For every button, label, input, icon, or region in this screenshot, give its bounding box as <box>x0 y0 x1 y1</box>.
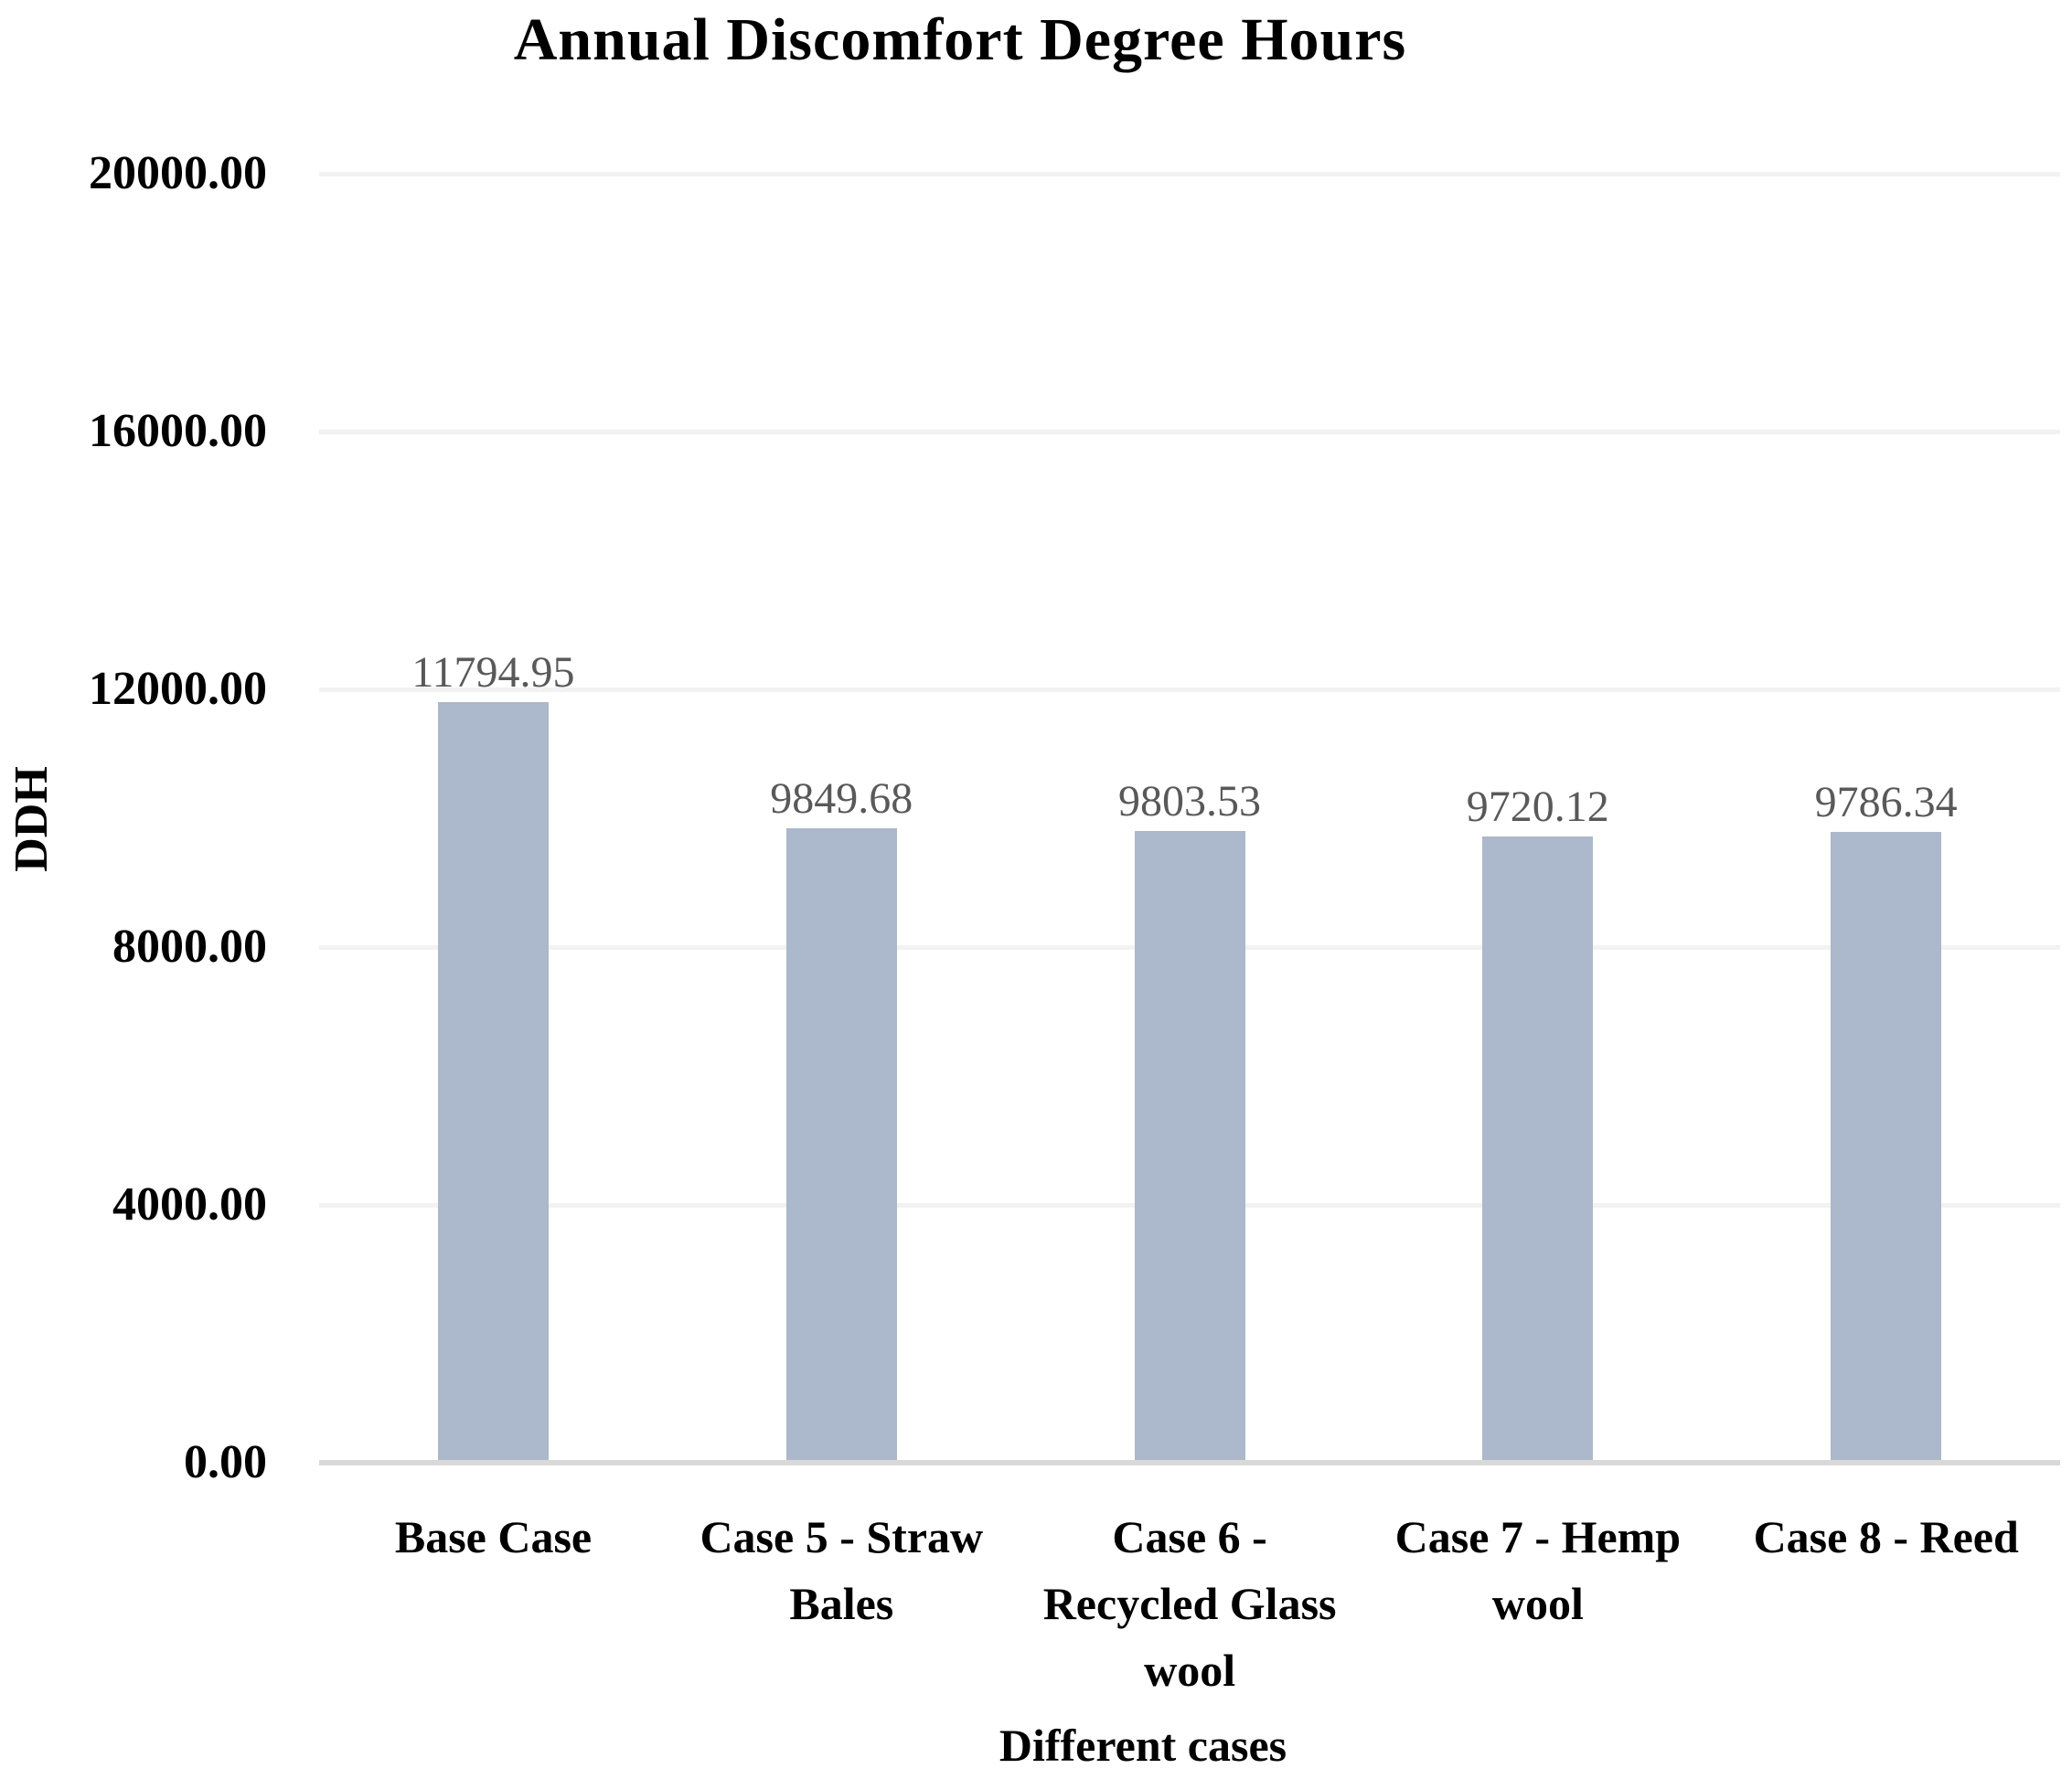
bar-value-label: 9786.34 <box>1814 778 1958 827</box>
bar-value-label: 9849.68 <box>770 773 913 823</box>
y-tick-label: 12000.00 <box>89 663 267 715</box>
x-axis-title: Different cases <box>999 1720 1287 1771</box>
category-label: Case 7 - Hemp wool <box>1394 1511 1682 1629</box>
y-tick-label: 16000.00 <box>89 405 267 457</box>
bar-value-label: 9720.12 <box>1466 782 1609 831</box>
bar <box>1134 830 1245 1463</box>
bar <box>1831 832 1942 1463</box>
y-tick-label: 4000.00 <box>112 1178 267 1231</box>
category-label: Case 5 - Straw Bales <box>700 1511 984 1629</box>
chart-title: Annual Discomfort Degree Hours <box>513 6 1407 73</box>
y-tick-label: 20000.00 <box>89 147 267 199</box>
bar-value-label: 9803.53 <box>1118 776 1261 826</box>
category-label: Case 8 - Reed <box>1753 1511 2019 1562</box>
category-label: Case 6 - Recycled Glass wool <box>1042 1511 1337 1696</box>
gridline <box>319 429 2060 434</box>
bar <box>437 702 549 1463</box>
gridline <box>319 171 2060 176</box>
gridline <box>319 687 2060 692</box>
category-label: Base Case <box>394 1511 593 1562</box>
y-tick-label: 0.00 <box>184 1436 267 1488</box>
x-axis-line <box>319 1460 2060 1465</box>
bar-value-label: 11794.95 <box>411 648 575 698</box>
bar <box>785 827 897 1463</box>
y-axis-title: DDH <box>5 766 58 872</box>
bar <box>1482 836 1594 1463</box>
y-tick-label: 8000.00 <box>112 921 267 973</box>
